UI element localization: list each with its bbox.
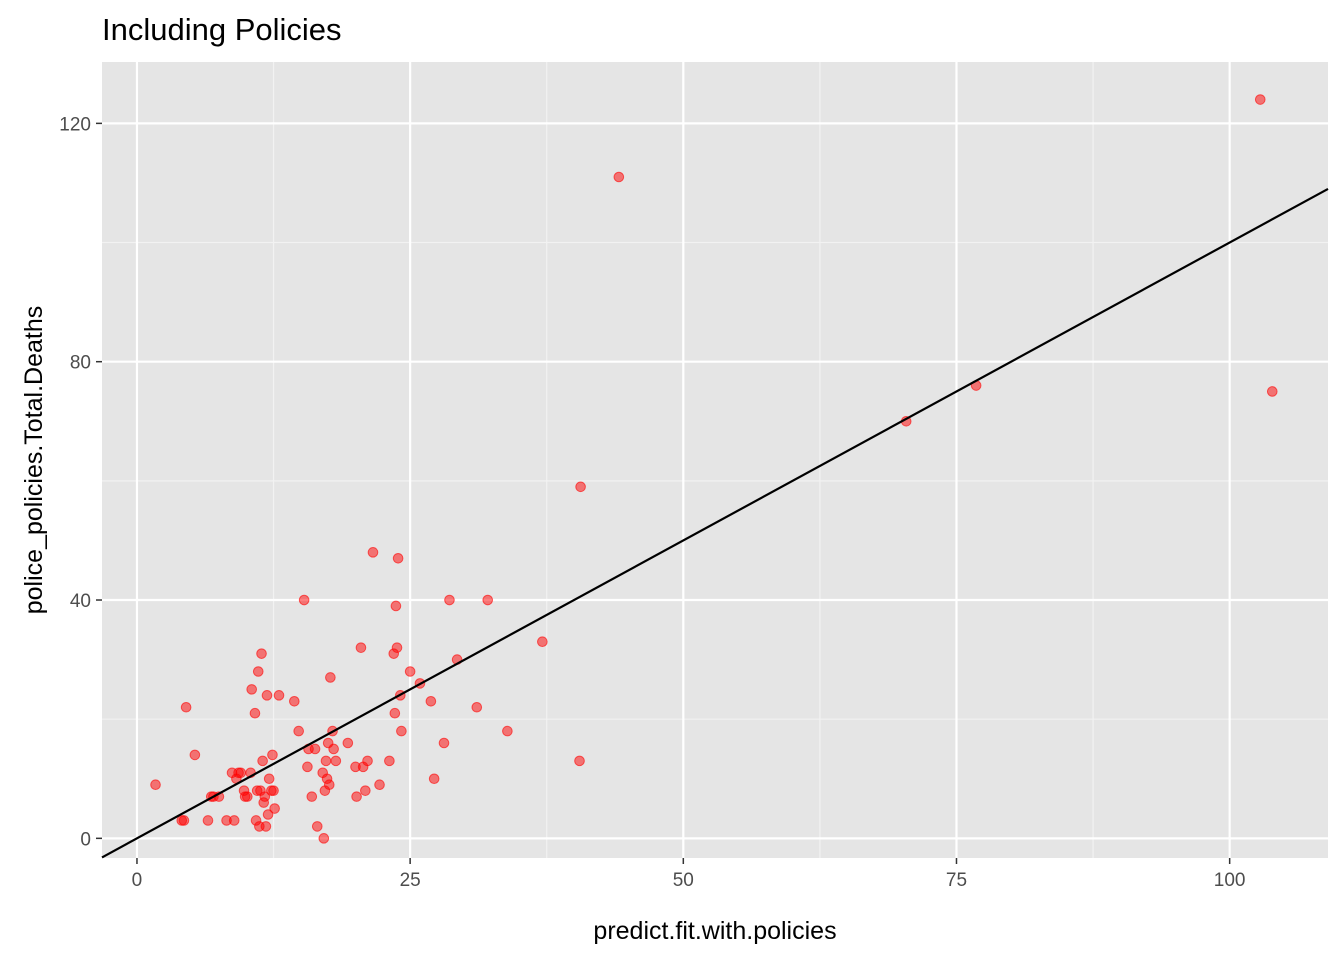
y-tick-label: 120: [59, 114, 91, 135]
reference-line-group: [101, 187, 1329, 859]
data-point: [391, 642, 403, 653]
data-point: [404, 666, 416, 677]
data-point: [360, 785, 371, 796]
data-point: [328, 743, 339, 755]
x-tick-label: 100: [1214, 870, 1246, 891]
chart-title: Including Policies: [102, 12, 342, 47]
data-point: [246, 684, 257, 695]
data-point: [325, 672, 336, 683]
data-point: [178, 815, 190, 826]
data-point: [189, 749, 201, 761]
data-point: [444, 594, 455, 606]
data-point: [318, 833, 330, 844]
data-point: [273, 690, 285, 701]
major-gridlines: [102, 62, 1328, 858]
data-point: [252, 666, 264, 677]
x-axis-title: predict.fit.with.policies: [593, 917, 836, 945]
data-point: [392, 553, 404, 564]
data-point: [262, 809, 274, 820]
data-point: [438, 737, 450, 749]
data-point: [367, 547, 379, 558]
x-tick-label: 0: [132, 870, 143, 891]
y-tick-label: 80: [70, 353, 91, 374]
data-point: [228, 815, 240, 826]
y-tick-label: 0: [80, 829, 91, 850]
y-axis: 0 40 80 120: [59, 114, 102, 850]
data-point: [268, 785, 279, 796]
data-point: [575, 481, 586, 493]
data-point: [150, 779, 161, 791]
x-tick-label: 50: [673, 870, 694, 891]
data-point: [471, 701, 483, 713]
data-point: [425, 696, 437, 707]
data-point: [320, 755, 332, 767]
y-tick-label: 40: [70, 591, 91, 612]
data-point: [306, 791, 318, 802]
data-point: [309, 743, 321, 755]
data-point: [180, 701, 192, 713]
data-point: [311, 821, 323, 832]
y-axis-title: police_policies.Total.Deaths: [20, 306, 48, 615]
data-point: [482, 594, 494, 606]
data-point: [259, 791, 271, 802]
data-point: [355, 642, 367, 653]
data-point: [389, 707, 401, 719]
plot-panel: [102, 62, 1328, 858]
data-point: [502, 725, 513, 737]
data-point: [384, 755, 395, 767]
data-point: [263, 773, 275, 785]
data-point: [1266, 386, 1278, 397]
data-point: [289, 696, 300, 707]
data-point: [574, 755, 585, 767]
reference-line: [101, 187, 1329, 859]
data-point: [260, 821, 272, 832]
data-point: [235, 767, 247, 779]
data-point: [374, 779, 385, 791]
data-point: [428, 773, 440, 785]
x-axis: 0 25 50 75 100: [132, 858, 1246, 891]
data-point: [396, 725, 407, 737]
data-point: [330, 755, 342, 767]
data-point: [323, 779, 335, 791]
x-tick-label: 25: [400, 870, 421, 891]
data-point: [202, 815, 214, 826]
data-point: [256, 648, 267, 659]
data-point: [390, 600, 402, 612]
data-point: [257, 755, 268, 767]
data-point: [261, 690, 273, 701]
data-point: [269, 803, 280, 814]
data-point: [302, 761, 313, 773]
data-point: [298, 594, 310, 606]
x-tick-label: 75: [946, 870, 967, 891]
data-point: [351, 791, 362, 802]
data-point: [267, 749, 278, 761]
data-point: [242, 791, 253, 802]
data-point: [613, 171, 625, 183]
data-point: [362, 755, 373, 767]
data-point: [249, 707, 261, 719]
data-point: [1254, 94, 1266, 105]
data-point: [537, 636, 548, 648]
data-point: [293, 725, 304, 737]
data-point: [342, 737, 354, 749]
minor-gridlines: [102, 62, 1328, 858]
